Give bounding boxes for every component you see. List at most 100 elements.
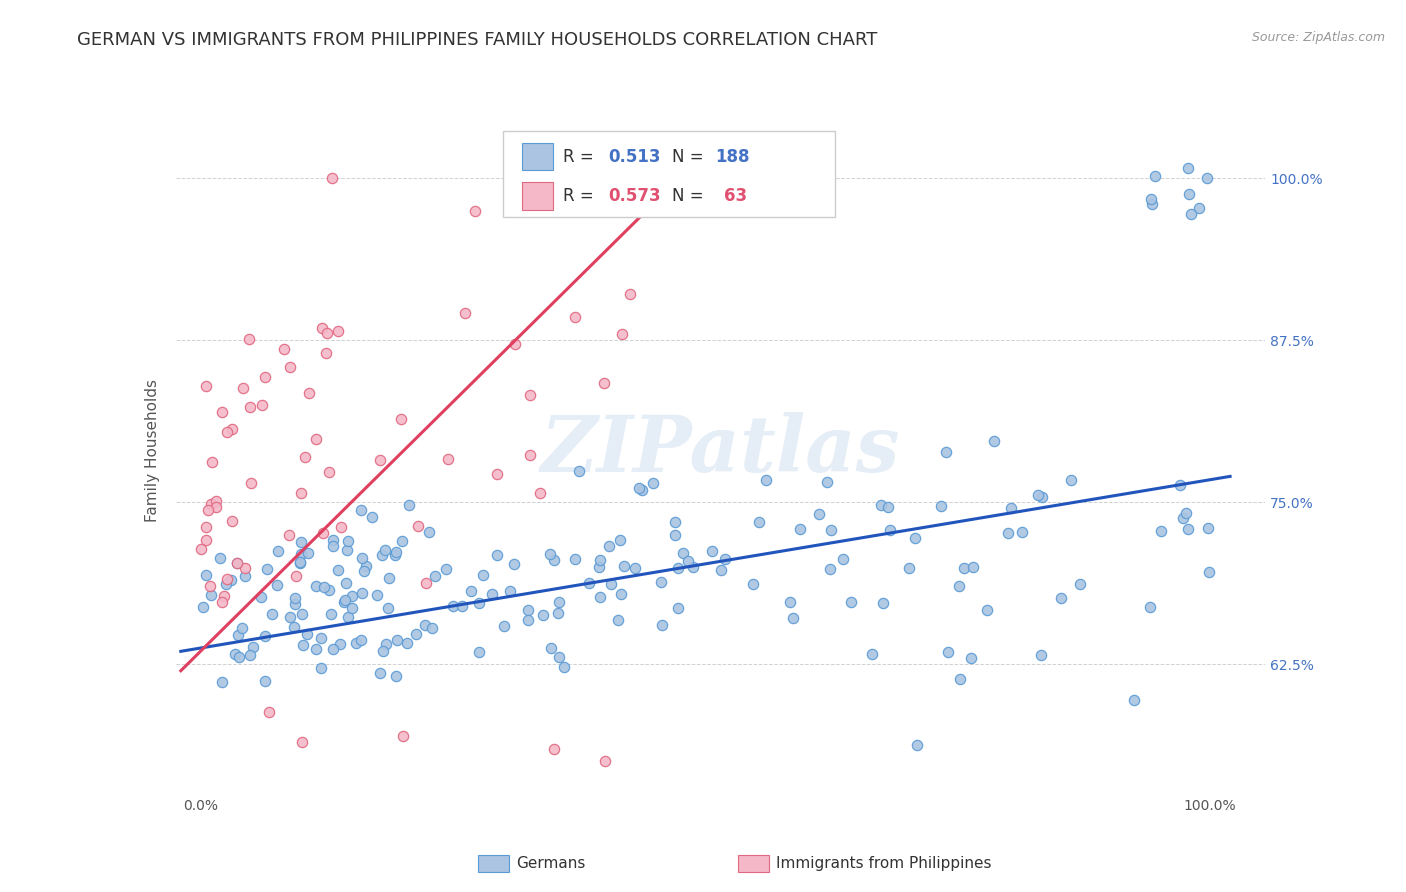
Point (877, 500, 900, 515)
Point (212, 589, 235, 603)
Point (748, 515, 770, 529)
Point (335, 576, 357, 591)
FancyBboxPatch shape (522, 143, 553, 170)
Text: 0.513: 0.513 (609, 148, 661, 166)
Point (503, 337, 526, 351)
Point (377, 600, 399, 615)
Point (676, 554, 699, 568)
Point (190, 541, 212, 556)
Point (517, 613, 540, 627)
Point (398, 498, 420, 512)
Point (619, 286, 641, 301)
Point (471, 568, 494, 582)
Point (1140, 197, 1163, 211)
Point (415, 575, 437, 590)
Point (1177, 161, 1199, 176)
Point (1168, 478, 1191, 492)
Point (464, 204, 486, 219)
Point (931, 500, 953, 514)
Point (517, 603, 540, 617)
Point (948, 579, 970, 593)
Point (295, 627, 318, 641)
Point (233, 569, 256, 583)
Point (330, 520, 353, 534)
Point (405, 627, 427, 641)
Point (217, 425, 239, 439)
Text: ZIPatlas: ZIPatlas (541, 412, 900, 489)
Text: N =: N = (672, 187, 709, 205)
Point (1177, 522, 1199, 536)
Point (278, 609, 301, 624)
Point (215, 573, 238, 587)
Point (960, 651, 983, 665)
Point (548, 649, 571, 664)
Point (481, 587, 503, 601)
Point (613, 558, 636, 573)
Text: GERMAN VS IMMIGRANTS FROM PHILIPPINES FAMILY HOUSEHOLDS CORRELATION CHART: GERMAN VS IMMIGRANTS FROM PHILIPPINES FA… (77, 31, 877, 49)
Text: Germans: Germans (516, 856, 585, 871)
Point (1029, 648, 1052, 662)
Point (905, 738, 928, 752)
Point (315, 326, 337, 340)
Point (256, 561, 278, 575)
Point (610, 587, 633, 601)
Point (200, 588, 222, 602)
Point (600, 577, 623, 591)
Point (1060, 473, 1083, 487)
Point (267, 544, 290, 558)
Point (434, 562, 457, 576)
Point (547, 606, 569, 620)
Point (485, 467, 508, 481)
Point (1178, 187, 1201, 202)
Point (1011, 525, 1033, 540)
Point (1139, 600, 1161, 615)
Point (290, 535, 312, 549)
Text: N =: N = (672, 148, 709, 166)
Text: 63: 63 (724, 187, 747, 205)
Point (336, 543, 359, 558)
Point (221, 514, 243, 528)
Point (997, 525, 1019, 540)
Point (384, 669, 406, 683)
Point (200, 497, 222, 511)
Point (232, 381, 254, 395)
Point (340, 589, 363, 603)
Point (451, 599, 474, 613)
Point (344, 636, 367, 650)
Point (350, 632, 373, 647)
Point (630, 483, 652, 497)
Point (225, 556, 247, 570)
Point (1026, 488, 1049, 502)
Point (593, 376, 616, 391)
Point (278, 359, 301, 374)
Point (976, 603, 998, 617)
Point (211, 595, 233, 609)
Point (354, 558, 377, 573)
Point (387, 633, 409, 648)
Text: R =: R = (562, 148, 599, 166)
Point (418, 524, 440, 539)
Point (741, 577, 763, 591)
FancyBboxPatch shape (522, 182, 553, 210)
Point (349, 502, 371, 516)
Point (589, 553, 612, 567)
Point (904, 531, 927, 545)
Point (441, 599, 464, 614)
Point (1069, 577, 1091, 591)
Point (650, 574, 672, 589)
Point (897, 561, 920, 575)
Point (266, 578, 288, 592)
Point (519, 388, 541, 402)
Point (204, 500, 226, 515)
Point (519, 448, 541, 462)
Point (221, 422, 243, 436)
Point (391, 729, 413, 743)
Point (831, 552, 853, 566)
Point (1175, 506, 1198, 520)
Point (710, 563, 733, 577)
Point (391, 533, 413, 548)
Point (531, 608, 554, 623)
Point (384, 545, 406, 559)
Point (782, 611, 804, 625)
Point (239, 401, 262, 415)
